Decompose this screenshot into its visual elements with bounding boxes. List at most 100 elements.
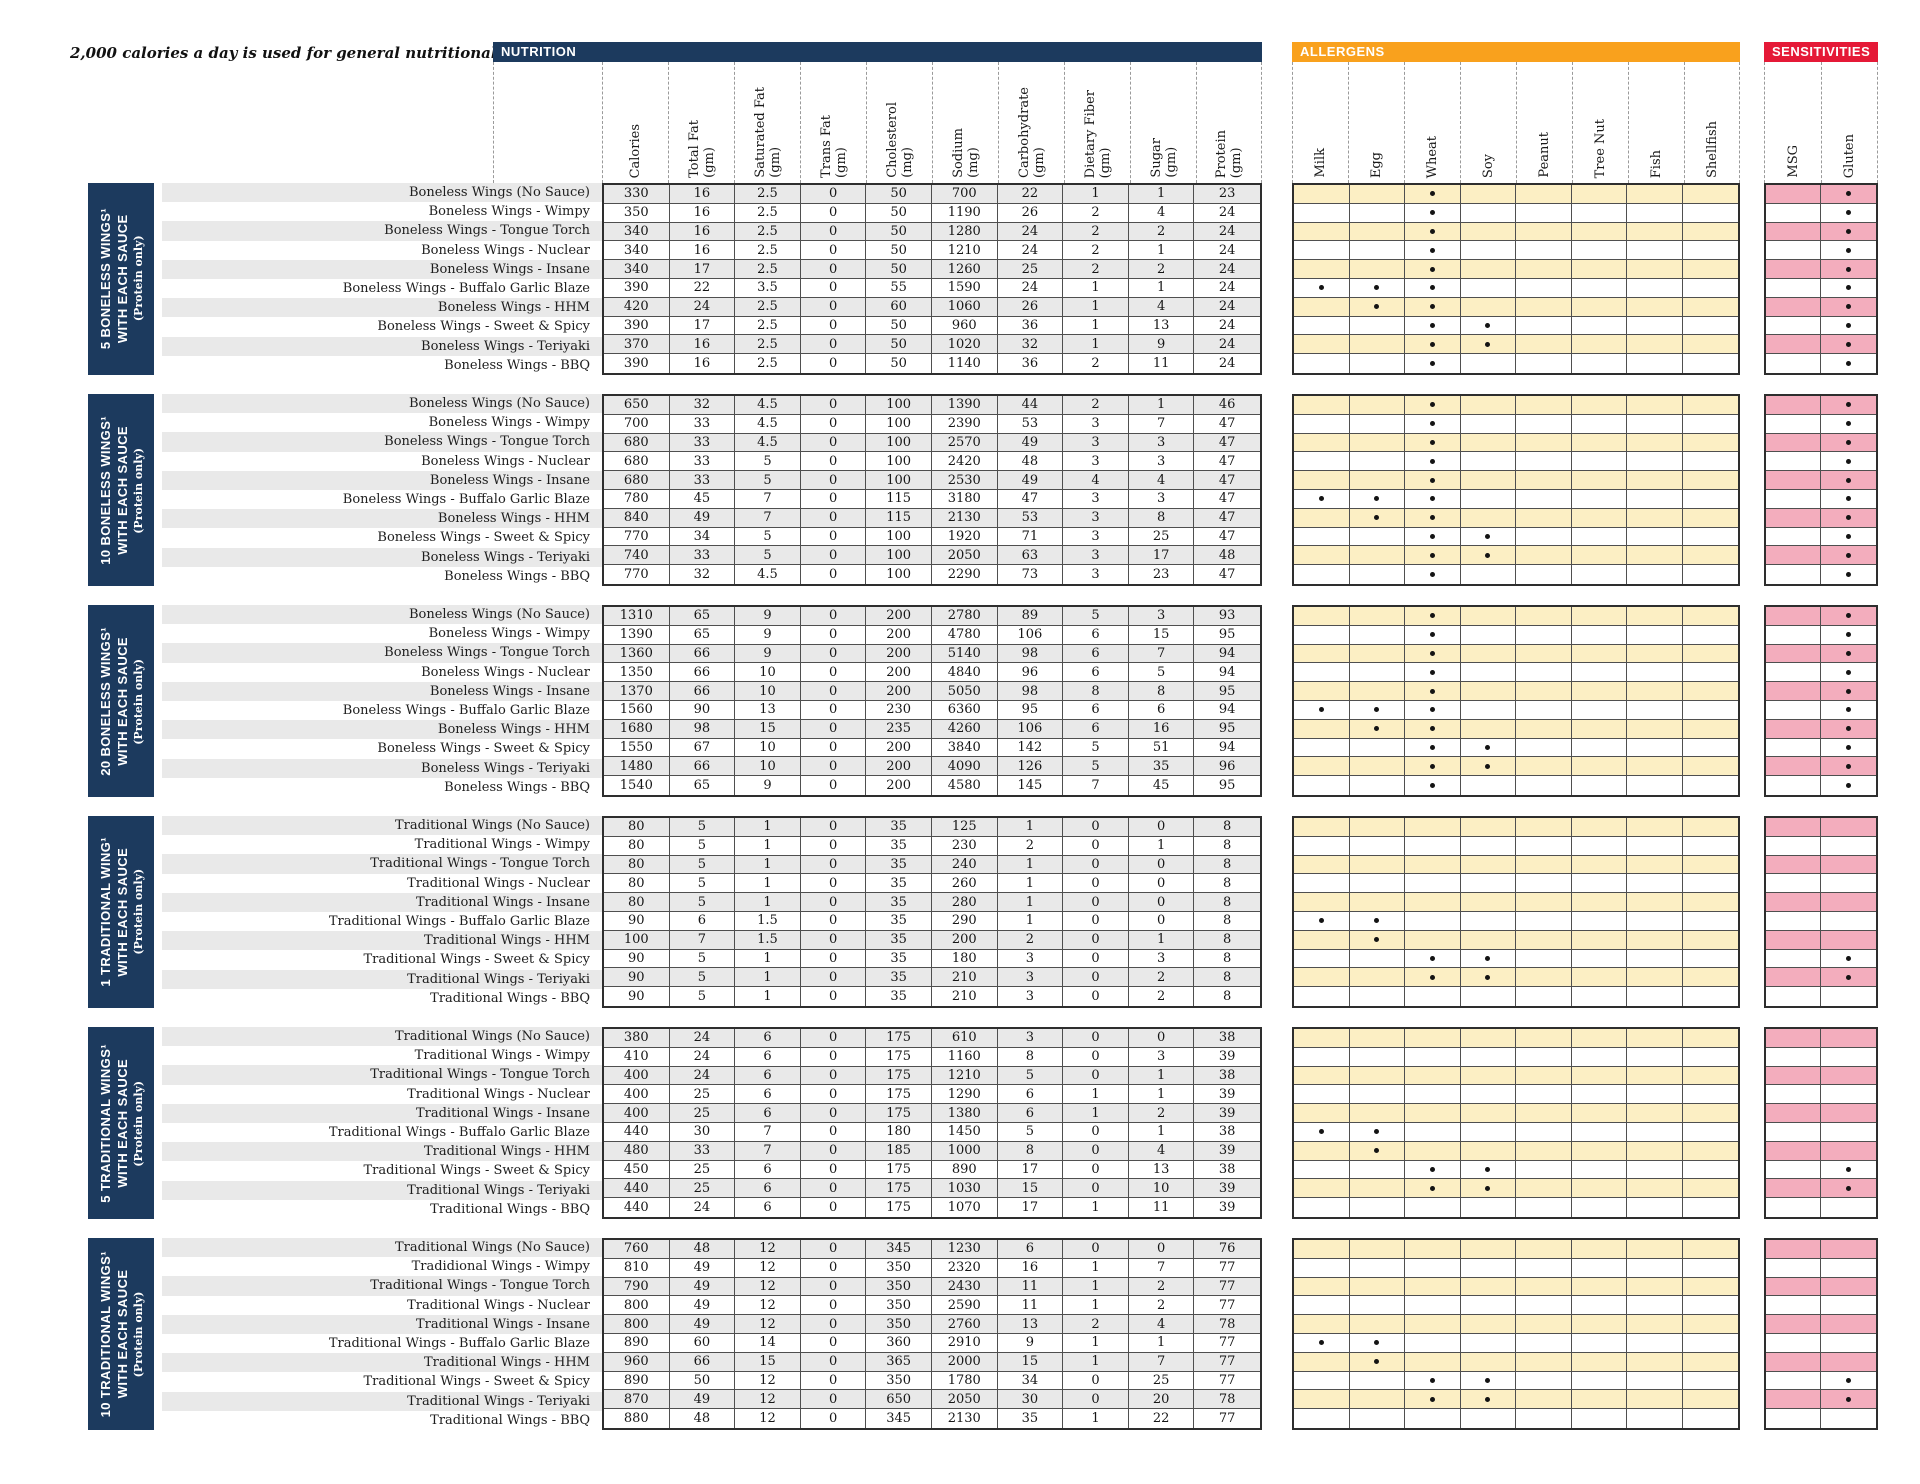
- nutrition-table-cell: 65: [670, 776, 736, 795]
- allergen-table-cell: [1349, 930, 1405, 950]
- nutrition-table-cell: 3: [997, 949, 1064, 969]
- sensitivity-table-cell: [1766, 1122, 1821, 1142]
- section-title-line: 10 BONELESS WINGS¹: [97, 415, 113, 565]
- nutrition-table-cell: 0: [800, 818, 867, 837]
- allergen-table-cell: [1294, 1315, 1350, 1334]
- sensitivity-dot: [1846, 552, 1851, 558]
- allergen-table-cell: [1294, 185, 1350, 204]
- allergen-table-cell: [1349, 1315, 1405, 1334]
- allergen-table-cell: [1349, 527, 1405, 547]
- allergen-table-cell: [1294, 471, 1350, 490]
- allergen-table-cell: [1460, 607, 1516, 626]
- nutrition-table-cell: 5: [669, 893, 736, 912]
- nutrition-table-cell: 235: [866, 719, 932, 739]
- nutrition-table-cell: 1190: [931, 203, 998, 223]
- row-label: Traditional Wings - Sweet & Spicy: [363, 952, 590, 968]
- nutrition-table-cell: 0: [800, 1047, 867, 1067]
- allergen-table-cell: [1460, 625, 1516, 645]
- nutrition-table-cell: 80: [604, 893, 670, 912]
- sensitivity-table-cell: [1821, 1372, 1876, 1391]
- allergen-table-cell: [1516, 1315, 1572, 1334]
- allergen-table-cell: [1682, 968, 1738, 988]
- allergen-table-cell: [1571, 1315, 1627, 1334]
- allergen-table-cell: [1627, 644, 1683, 664]
- nutrition-table-cell: 90: [604, 949, 670, 969]
- nutrition-table-cell: 145: [998, 776, 1064, 795]
- nutrition-table-cell: 210: [932, 987, 998, 1006]
- nutrition-table-cell: 25: [669, 1104, 736, 1123]
- allergen-table-cell: [1572, 1409, 1627, 1428]
- allergen-table-cell: [1405, 1296, 1461, 1316]
- nutrition-table-cell: 71: [997, 527, 1064, 547]
- allergen-table-cell: [1572, 565, 1627, 584]
- allergen-table-cell: [1460, 1258, 1516, 1278]
- allergen-table-cell: [1516, 663, 1572, 683]
- allergen-table-cell: [1405, 987, 1461, 1006]
- nutrition-column-headers-cell: Protein (gm): [1196, 62, 1262, 183]
- nutrition-table-cell: 2: [1063, 1315, 1129, 1334]
- nutrition-table-cell: 0: [800, 546, 867, 566]
- allergen-table-cell: [1627, 1409, 1683, 1428]
- sensitivity-dot: [1846, 361, 1851, 367]
- allergen-column-headers-cell: Fish: [1628, 62, 1684, 183]
- nutrition-table-cell: 0: [800, 855, 867, 875]
- sensitivity-table-cell: [1766, 911, 1821, 931]
- nutrition-table-cell: 4: [1128, 203, 1195, 223]
- allergen-table-cell: [1460, 297, 1516, 317]
- nutrition-table-cell: 4090: [931, 757, 998, 777]
- nutrition-table-cell: 80: [604, 874, 670, 894]
- sensitivity-table-cell: [1821, 471, 1876, 490]
- allergen-dot: [1429, 1166, 1435, 1172]
- allergen-table-cell: [1571, 278, 1627, 298]
- row-labels: Traditional Wings (No Sauce) Traditional …: [162, 1027, 602, 1219]
- nutrition-table-cell: 115: [866, 489, 932, 509]
- nutrition-table-cell: 89: [997, 607, 1064, 626]
- sensitivity-table-cell: [1766, 968, 1821, 988]
- nutrition-table-cell: 2: [997, 836, 1064, 856]
- allergen-table-cell: [1682, 317, 1738, 336]
- row-label: Traditional Wings - BBQ: [430, 1201, 590, 1217]
- allergen-table-cell: [1571, 874, 1627, 894]
- nutrition-table-cell: 1: [1063, 1258, 1129, 1278]
- nutrition-table: 330 16 2.5 0 50 700 22 1 1 23 350 16 2.5 0 50 1190 26 2 4 2…: [602, 183, 1262, 375]
- nutrition-table-cell: 4: [1063, 471, 1129, 490]
- nutrition-table-cell: 1: [1063, 1104, 1129, 1123]
- nutrition-table-cell: 12: [735, 1277, 801, 1297]
- allergen-table-cell: [1460, 471, 1516, 490]
- allergen-table-cell: [1460, 1029, 1516, 1048]
- allergen-table-cell: [1682, 396, 1738, 415]
- allergen-dot: [1485, 974, 1491, 980]
- allergen-table-cell: [1571, 1371, 1627, 1391]
- allergen-table-cell: [1405, 260, 1461, 279]
- section-sidebar: 5 BONELESS WINGS¹ WITH EACH SAUCE (Protein…: [88, 183, 154, 375]
- allergen-table-cell: [1571, 1029, 1627, 1048]
- row-labels: Boneless Wings (No Sauce) Boneless Wings …: [162, 183, 602, 375]
- nutrition-table-cell: 11: [997, 1277, 1064, 1297]
- nutrition-table-cell: 47: [1194, 452, 1260, 472]
- nutrition-table-cell: 0: [800, 1296, 867, 1316]
- allergen-table-cell: [1405, 607, 1461, 626]
- nutrition-table-cell: 350: [866, 1371, 932, 1391]
- nutrition-table-cell: 360: [866, 1333, 932, 1353]
- allergen-table-cell: [1294, 1240, 1350, 1259]
- allergen-dot: [1318, 707, 1324, 713]
- allergen-table-cell: [1682, 1277, 1738, 1297]
- nutrition-table-cell: 200: [866, 607, 932, 626]
- sensitivity-table-cell: [1766, 433, 1821, 453]
- allergen-table-cell: [1627, 1104, 1683, 1123]
- nutrition-table-cell: 0: [800, 682, 867, 701]
- nutrition-table-cell: 1.5: [735, 911, 801, 931]
- row-label: Traditional Wings - Teriyaki: [162, 969, 602, 989]
- nutrition-table-cell: 2: [1063, 241, 1129, 261]
- allergen-table-cell: [1460, 1160, 1516, 1180]
- allergen-table-cell: [1349, 222, 1405, 242]
- sensitivity-table-cell: [1766, 818, 1821, 837]
- allergen-table-cell: [1349, 278, 1405, 298]
- allergen-table-cell: [1349, 1277, 1405, 1297]
- nutrition-table-cell: 33: [669, 452, 736, 472]
- nutrition-table-cell: 16: [1128, 719, 1195, 739]
- nutrition-table-cell: 390: [604, 278, 670, 298]
- row-labels: Boneless Wings (No Sauce) Boneless Wings …: [162, 394, 602, 586]
- sensitivity-table-cell: [1766, 489, 1821, 509]
- nutrition-table-cell: 49: [669, 1258, 736, 1278]
